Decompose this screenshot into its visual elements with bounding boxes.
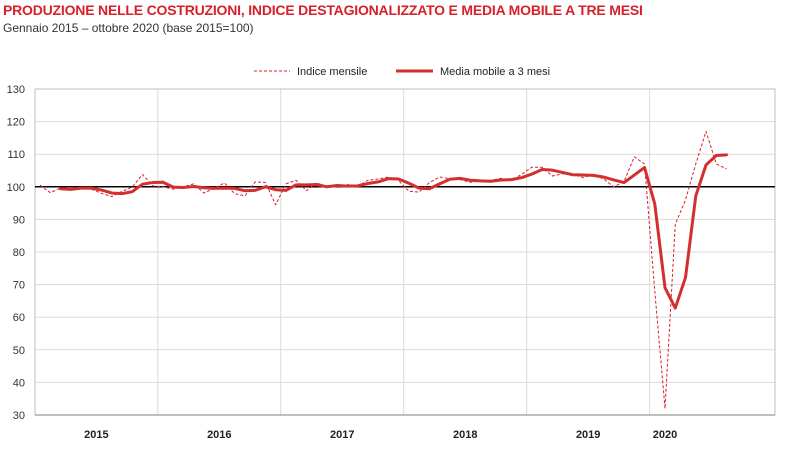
y-tick-label: 90 <box>13 214 25 226</box>
y-tick-label: 100 <box>7 182 25 194</box>
y-tick-label: 80 <box>13 247 25 259</box>
y-tick-label: 70 <box>13 280 25 292</box>
plot-area <box>35 130 775 409</box>
series-line-indice-mensile <box>39 130 727 409</box>
chart-subtitle: Gennaio 2015 – ottobre 2020 (base 2015=1… <box>3 21 254 35</box>
y-tick-label: 30 <box>13 410 25 422</box>
x-year-label: 2018 <box>453 429 477 441</box>
x-year-label: 2016 <box>207 429 231 441</box>
x-year-label: 2015 <box>84 429 108 441</box>
legend-label-moving-average: Media mobile a 3 mesi <box>440 66 550 78</box>
axes: 30 40 50 60 70 80 90 100 110 120 130 2015 2016 2017 20… <box>7 84 776 441</box>
y-tick-label: 120 <box>7 117 25 129</box>
chart-title: PRODUZIONE NELLE COSTRUZIONI, INDICE DES… <box>3 2 643 18</box>
x-year-label: 2020 <box>653 429 677 441</box>
y-tick-label: 50 <box>13 345 25 357</box>
gridlines <box>35 88 775 416</box>
x-year-label: 2019 <box>576 429 600 441</box>
series-line-media-mobile <box>58 153 729 310</box>
y-tick-label: 60 <box>13 312 25 324</box>
y-tick-label: 40 <box>13 377 25 389</box>
x-year-label: 2017 <box>330 429 354 441</box>
legend: Indice mensile Media mobile a 3 mesi <box>254 66 550 78</box>
y-tick-label: 110 <box>7 149 25 161</box>
legend-label-monthly: Indice mensile <box>297 66 367 78</box>
y-tick-label: 130 <box>7 84 25 96</box>
